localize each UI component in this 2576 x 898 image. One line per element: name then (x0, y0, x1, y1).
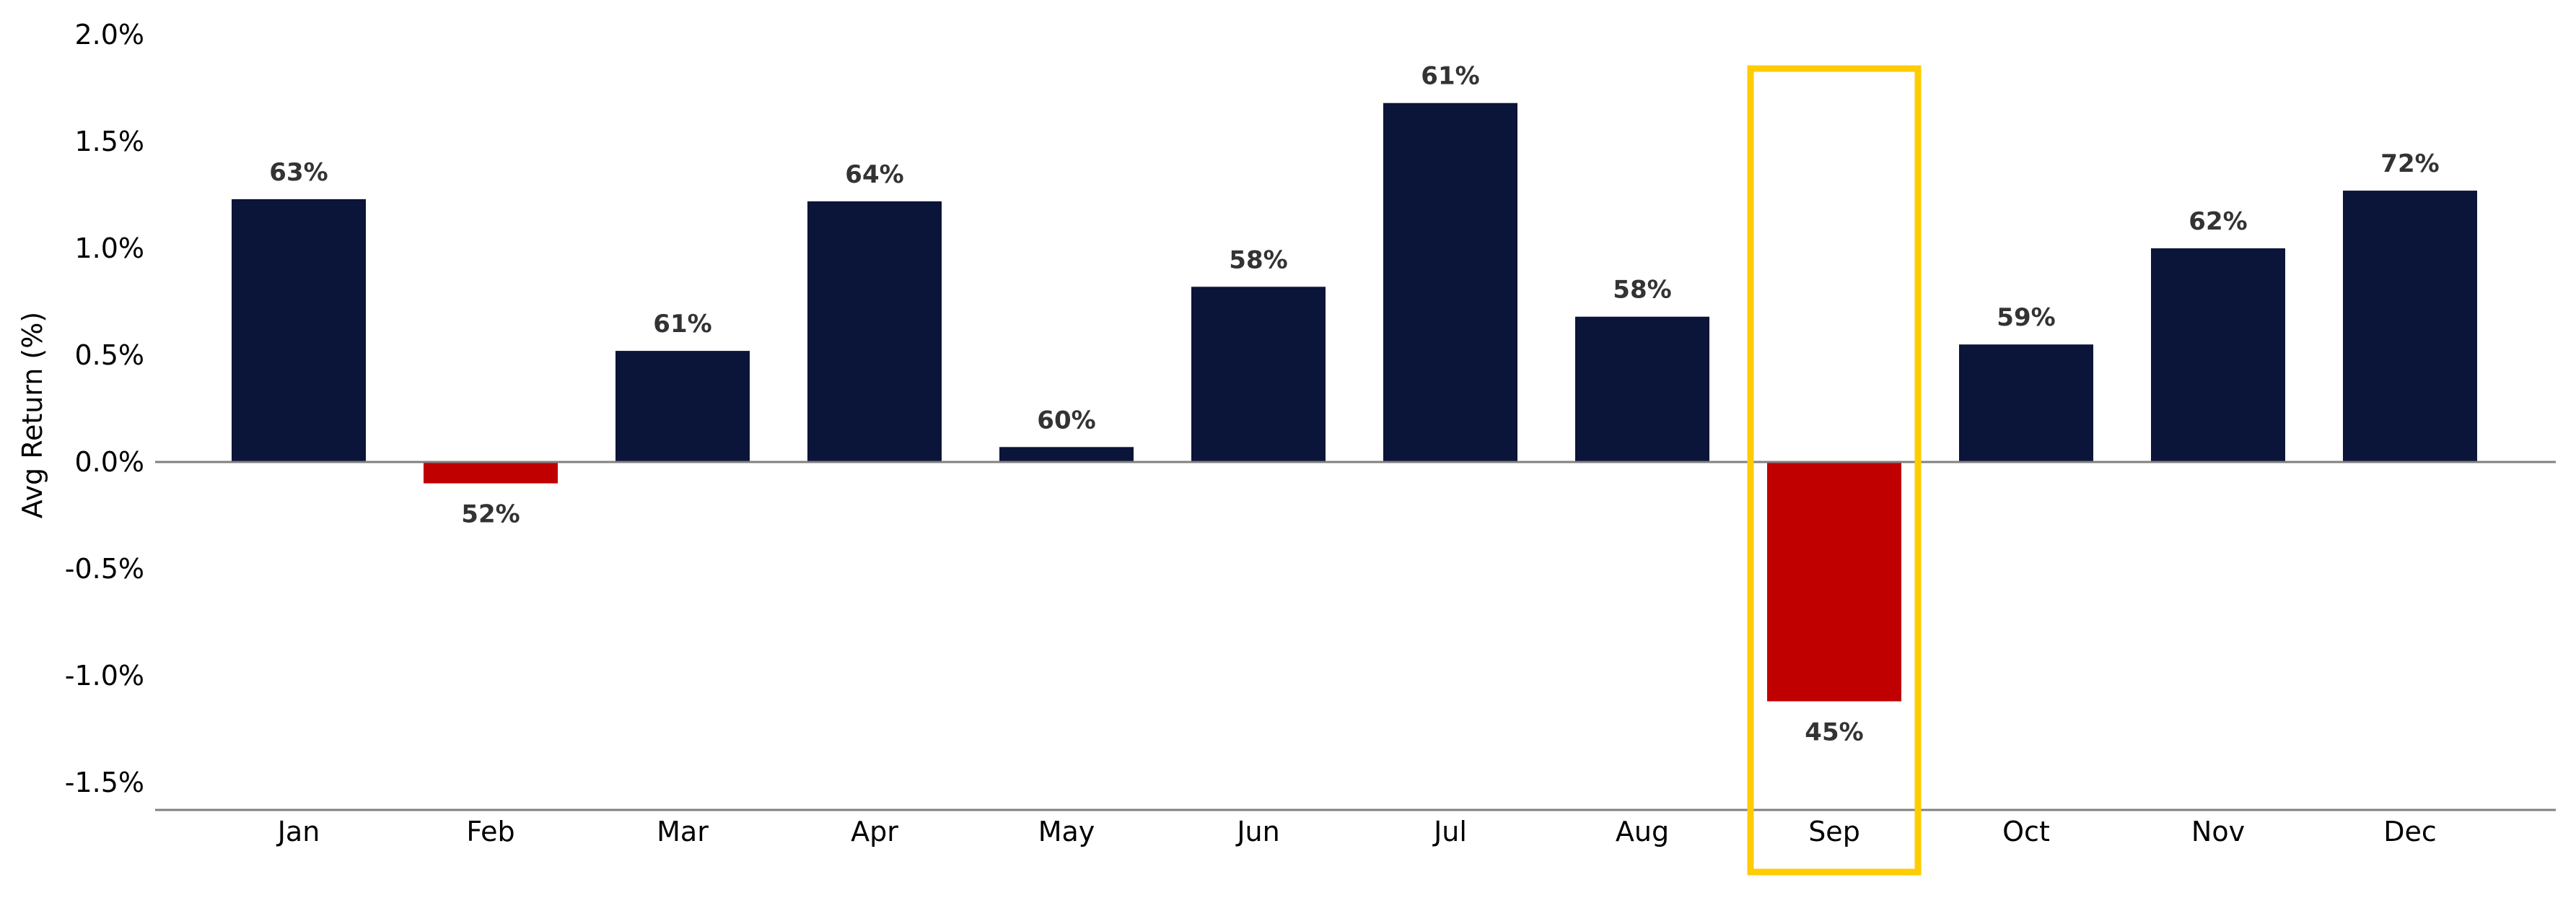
data-label: 64% (845, 160, 903, 189)
bar-may (999, 447, 1134, 462)
bar-apr (807, 201, 942, 462)
data-label: 58% (1613, 276, 1671, 305)
data-labels: 63% 52% 61% 64% 60% 58% 61% 58% 45% 59% 62% 72% (269, 62, 2439, 747)
y-tick-label: -1.5% (65, 767, 144, 798)
x-tick-label: Oct (2002, 816, 2050, 847)
bar-dec (2343, 191, 2477, 462)
data-label: 61% (653, 310, 711, 339)
x-tick-label: Jun (1235, 816, 1279, 847)
bar-mar (615, 351, 750, 462)
data-label: 45% (1805, 718, 1863, 747)
x-tick-label: May (1038, 816, 1095, 847)
bars (232, 103, 2477, 702)
x-tick-label: Feb (466, 816, 514, 847)
data-label: 59% (1997, 303, 2055, 332)
x-tick-label: Sep (1808, 816, 1860, 847)
x-tick-label: Apr (851, 816, 898, 847)
x-axis-ticks: Jan Feb Mar Apr May Jun Jul Aug Sep Oct Nov Dec (276, 816, 2437, 847)
y-axis-ticks: 2.0% 1.5% 1.0% 0.5% 0.0% -0.5% -1.0% -1.5% (65, 19, 144, 798)
bar-feb (424, 462, 558, 484)
data-label: 72% (2380, 149, 2439, 178)
bar-jul (1383, 103, 1517, 462)
y-tick-label: -0.5% (65, 553, 144, 585)
highlight-box (1747, 65, 1922, 876)
x-tick-label: Jul (1432, 816, 1467, 847)
data-label: 58% (1229, 245, 1287, 274)
bar-aug (1575, 316, 1709, 462)
data-label: 52% (461, 500, 520, 529)
y-tick-label: 0.5% (74, 339, 144, 371)
bar-nov (2151, 248, 2285, 462)
data-label: 61% (1421, 62, 1479, 91)
data-label: 62% (2189, 207, 2247, 236)
bar-sep (1767, 462, 1901, 702)
x-tick-label: Nov (2191, 816, 2245, 847)
x-tick-label: Mar (657, 816, 709, 847)
bar-jun (1191, 287, 1326, 462)
y-tick-label: 1.0% (74, 232, 144, 264)
bar-jan (232, 199, 366, 462)
x-tick-label: Aug (1616, 816, 1669, 847)
y-tick-label: 1.5% (74, 126, 144, 157)
y-tick-label: -1.0% (65, 660, 144, 692)
y-tick-label: 0.0% (74, 446, 144, 478)
y-tick-label: 2.0% (74, 19, 144, 51)
x-tick-label: Dec (2383, 816, 2437, 847)
data-label: 63% (269, 158, 328, 187)
y-axis-label: Avg Return (%) (17, 312, 48, 518)
x-tick-label: Jan (276, 816, 320, 847)
data-label: 60% (1037, 406, 1095, 435)
bar-oct (1959, 344, 2093, 462)
